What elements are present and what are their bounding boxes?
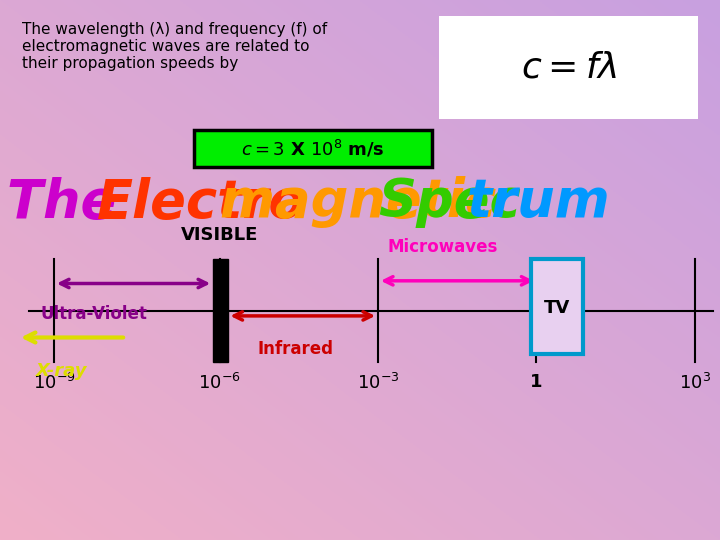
- Text: Infrared: Infrared: [257, 340, 333, 358]
- Text: 1: 1: [530, 373, 543, 390]
- Text: $c = f\lambda$: $c = f\lambda$: [521, 51, 617, 84]
- Text: $10^{-9}$: $10^{-9}$: [32, 373, 76, 393]
- Text: trum: trum: [467, 177, 611, 228]
- Text: Ultra-Violet: Ultra-Violet: [40, 305, 147, 323]
- Text: Spec: Spec: [378, 177, 521, 228]
- Text: X-ray: X-ray: [35, 362, 87, 380]
- Bar: [194, 130, 432, 167]
- Text: Electro: Electro: [97, 177, 306, 228]
- Text: The wavelength (λ) and frequency (f) of
electromagnetic waves are related to
the: The wavelength (λ) and frequency (f) of …: [22, 22, 327, 71]
- Text: The: The: [7, 177, 135, 228]
- Text: Microwaves: Microwaves: [387, 239, 498, 256]
- Text: VISIBLE: VISIBLE: [181, 226, 258, 244]
- Text: $10^{3}$: $10^{3}$: [679, 373, 711, 393]
- Bar: [439, 16, 698, 119]
- Text: TV: TV: [544, 299, 570, 317]
- Bar: [531, 259, 583, 354]
- Bar: [213, 259, 228, 362]
- Text: $c = 3\ \mathbf{X}\ 10^8\ \mathbf{m/s}$: $c = 3\ \mathbf{X}\ 10^8\ \mathbf{m/s}$: [241, 138, 385, 159]
- Text: magnetic: magnetic: [220, 177, 514, 228]
- Text: $10^{-3}$: $10^{-3}$: [356, 373, 400, 393]
- Text: $10^{-6}$: $10^{-6}$: [198, 373, 241, 393]
